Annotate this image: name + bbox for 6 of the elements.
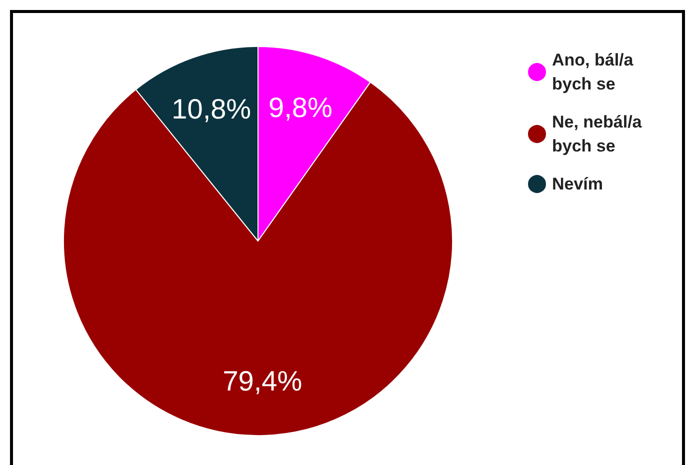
data-label: 9,8% bbox=[268, 92, 332, 124]
legend-label: Ano, bál/a bych se bbox=[552, 50, 638, 94]
data-label: 10,8% bbox=[172, 93, 252, 124]
legend-label: Nevím bbox=[552, 174, 604, 194]
legend-label: Ne, nebál/a bych se bbox=[552, 112, 646, 156]
data-label: 79,4% bbox=[222, 366, 302, 397]
